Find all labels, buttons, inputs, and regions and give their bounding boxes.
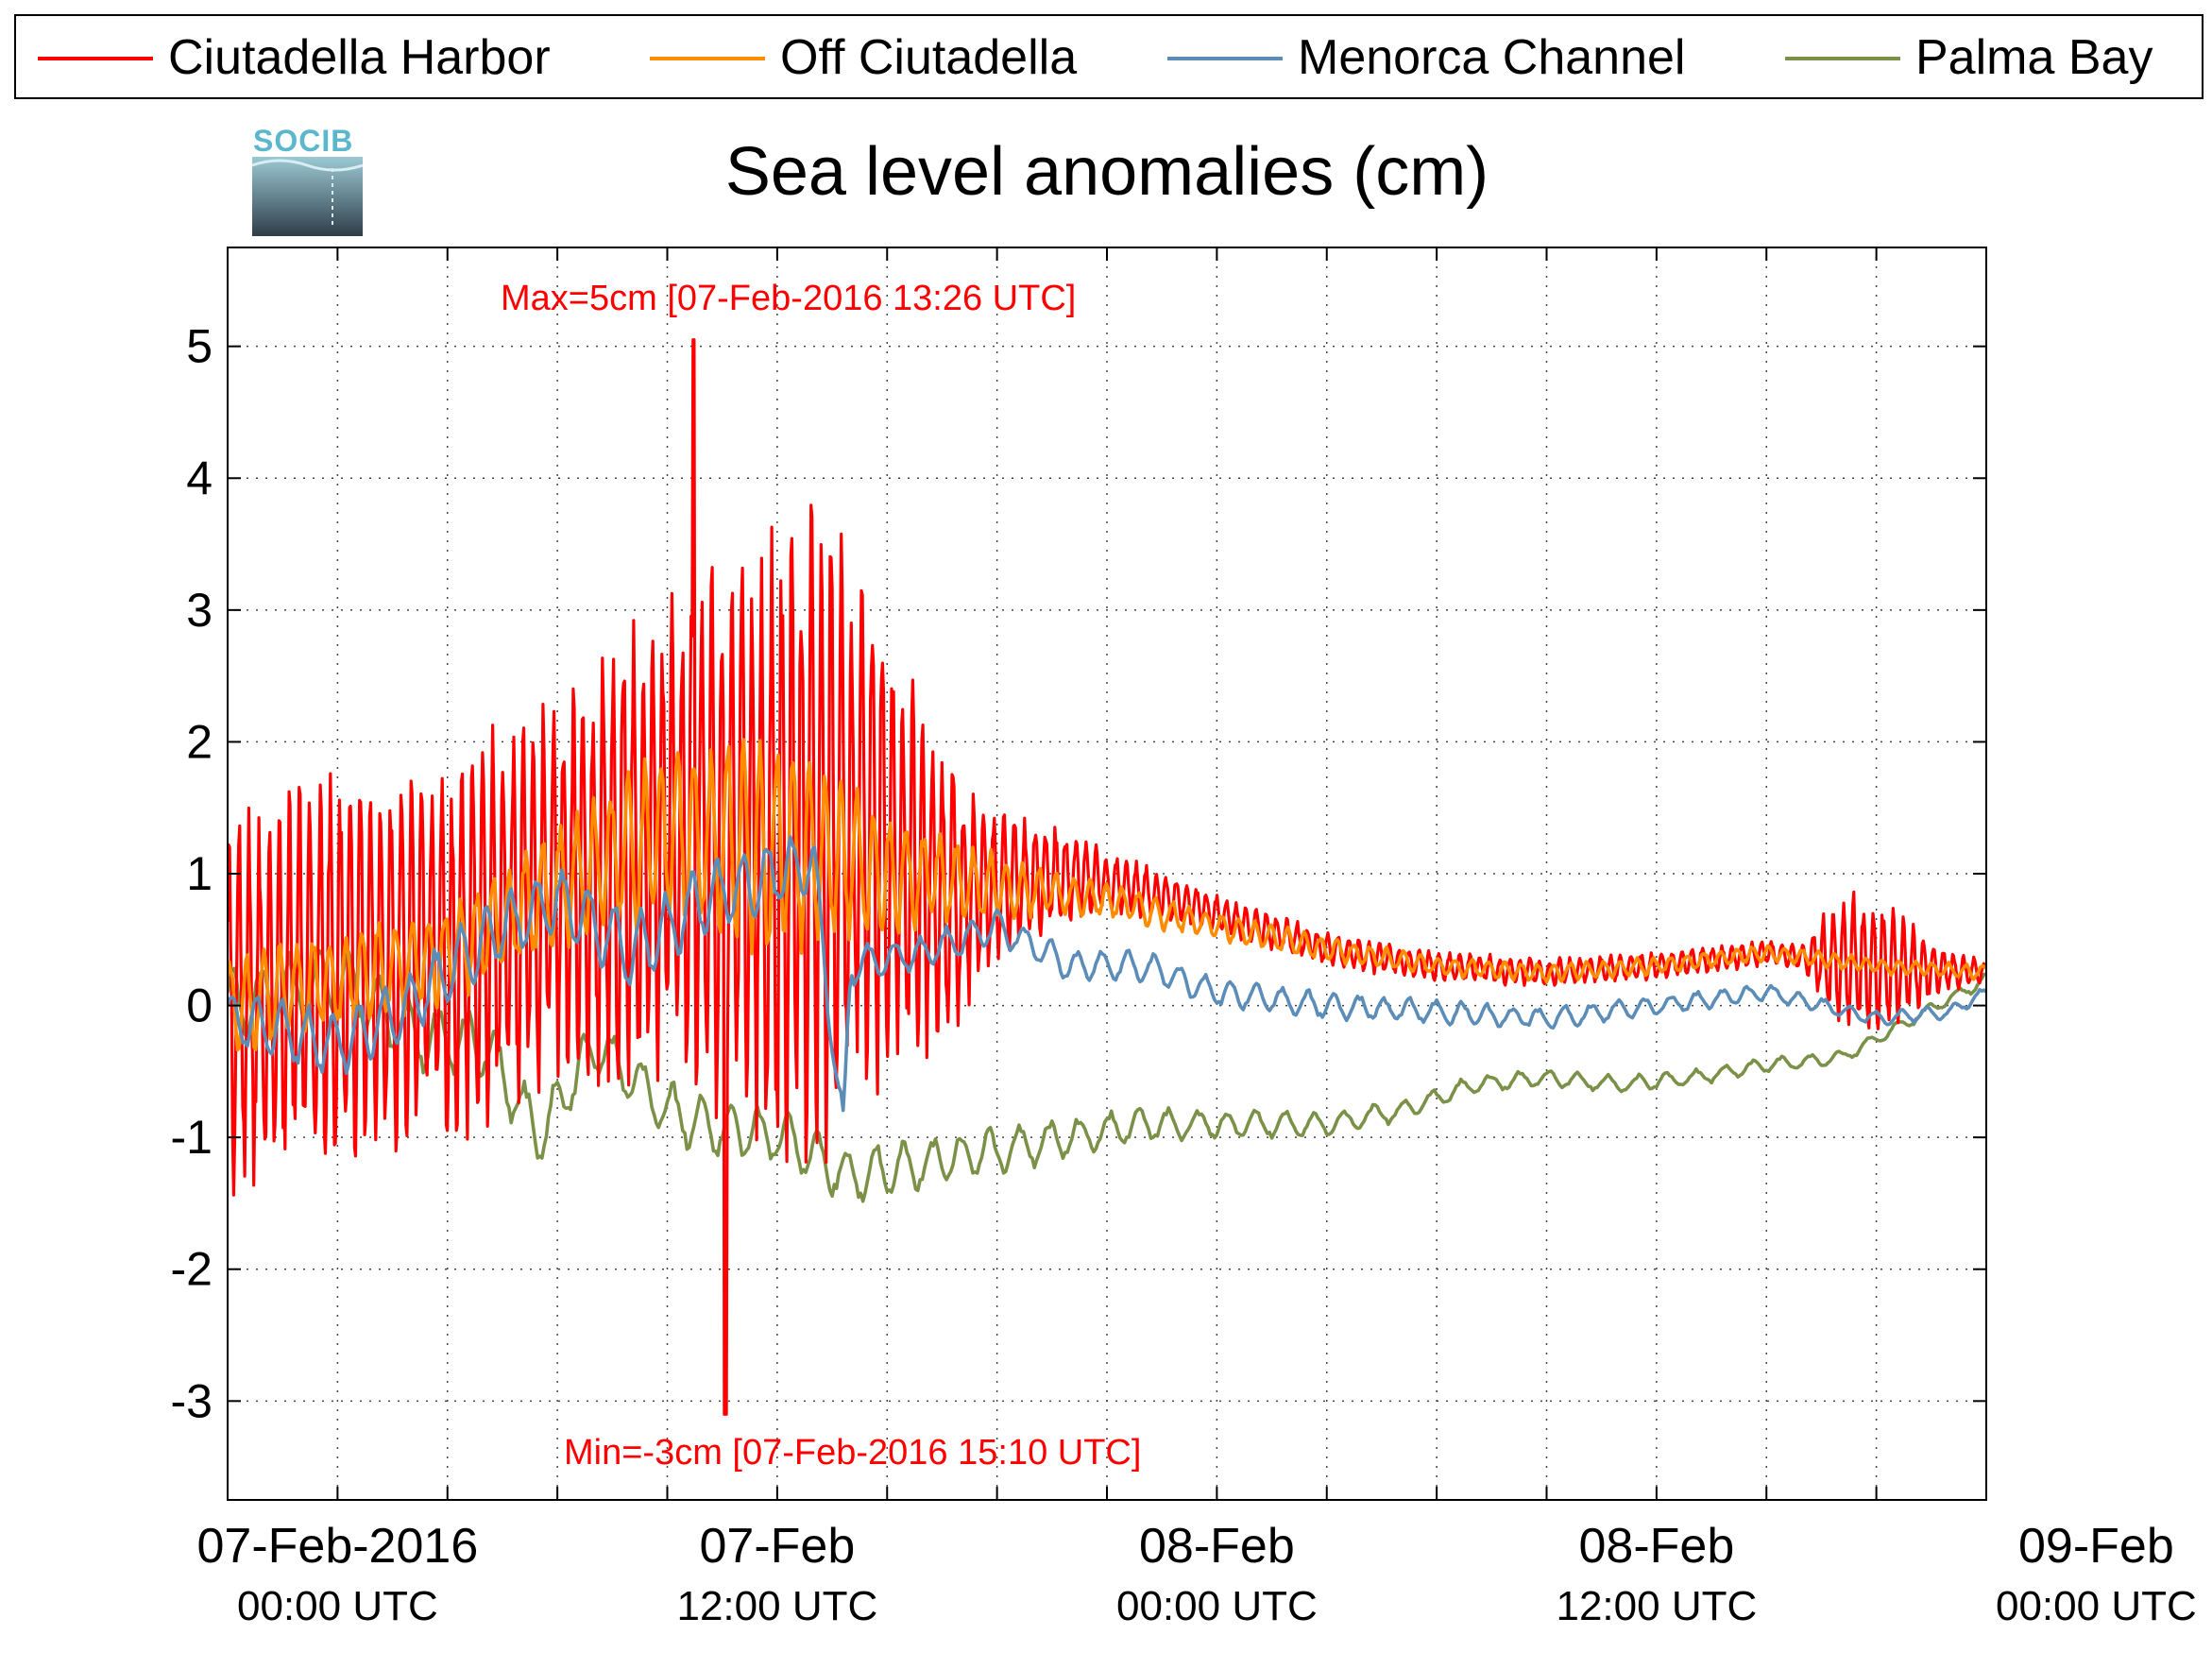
legend-label-palma-bay: Palma Bay <box>1915 30 2152 85</box>
series-lines <box>229 338 1985 1416</box>
x-tick-label-date: 07-Feb-2016 <box>196 1519 478 1574</box>
x-tick-label-date: 07-Feb <box>699 1519 855 1574</box>
x-tick-label-time: 00:00 UTC <box>1996 1583 2197 1629</box>
x-tick-label-time: 12:00 UTC <box>1556 1583 1757 1629</box>
x-tick-label-time: 00:00 UTC <box>1116 1583 1318 1629</box>
logo-text: SOCIB <box>253 124 353 158</box>
y-tick-label: -3 <box>171 1374 213 1427</box>
y-tick-label: 0 <box>186 979 213 1032</box>
legend-item-palma-bay: Palma Bay <box>1785 30 2152 85</box>
series-line-menorca-channel <box>229 835 1985 1113</box>
x-tick-label-date: 09-Feb <box>2018 1519 2174 1574</box>
min-annotation: Min=-3cm [07-Feb-2016 15:10 UTC] <box>564 1433 1141 1473</box>
x-tick-label-date: 08-Feb <box>1578 1519 1734 1574</box>
y-tick-label: 3 <box>186 584 213 637</box>
legend-label-ciutadella-harbor: Ciutadella Harbor <box>168 30 551 85</box>
y-tick-label: 5 <box>186 320 213 373</box>
y-tick-label: 1 <box>186 847 213 900</box>
legend-label-menorca-channel: Menorca Channel <box>1298 30 1685 85</box>
y-tick-label: -1 <box>171 1111 213 1164</box>
legend-item-ciutadella-harbor: Ciutadella Harbor <box>38 30 551 85</box>
series-line-palma-bay <box>229 949 1985 1203</box>
socib-logo: SOCIB <box>251 124 364 236</box>
series-line-off-ciutadella <box>229 738 1985 1052</box>
legend: Ciutadella Harbor Off Ciutadella Menorca… <box>14 14 2203 99</box>
x-tick-label-time: 00:00 UTC <box>237 1583 438 1629</box>
y-tick-label: -2 <box>171 1243 213 1296</box>
y-tick-label: 2 <box>186 715 213 768</box>
chart-title: Sea level anomalies (cm) <box>725 134 1489 210</box>
legend-item-menorca-channel: Menorca Channel <box>1167 30 1685 85</box>
logo-wave <box>251 159 364 172</box>
legend-label-off-ciutadella: Off Ciutadella <box>780 30 1077 85</box>
axis-ticks: -3 -2 -1 0 1 2 3 4 5 07-Feb-2016 00:00 UTC 07-Feb 12… <box>171 247 2197 1629</box>
legend-item-off-ciutadella: Off Ciutadella <box>650 30 1077 85</box>
x-tick-label-time: 12:00 UTC <box>676 1583 877 1629</box>
max-annotation: Max=5cm [07-Feb-2016 13:26 UTC] <box>501 279 1076 318</box>
y-tick-label: 4 <box>186 451 213 504</box>
x-tick-label-date: 08-Feb <box>1139 1519 1295 1574</box>
